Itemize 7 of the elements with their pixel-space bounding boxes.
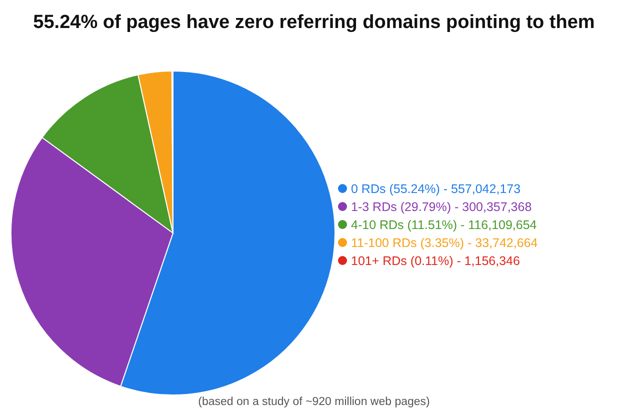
chart-title: 55.24% of pages have zero referring domains pointing to them — [32, 12, 596, 34]
legend-label: 0 RDs (55.24%) - 557,042,173 — [351, 182, 521, 196]
legend-label: 101+ RDs (0.11%) - 1,156,346 — [351, 254, 520, 268]
text: (based on a study of ~920 million web pages) — [197, 396, 431, 408]
legend-label: 4-10 RDs (11.51%) - 116,109,654 — [351, 218, 537, 232]
legend-label: 1-3 RDs (29.79%) - 300,357,368 — [351, 200, 532, 214]
legend-label: 11-100 RDs (3.35%) - 33,742,664 — [351, 236, 538, 250]
